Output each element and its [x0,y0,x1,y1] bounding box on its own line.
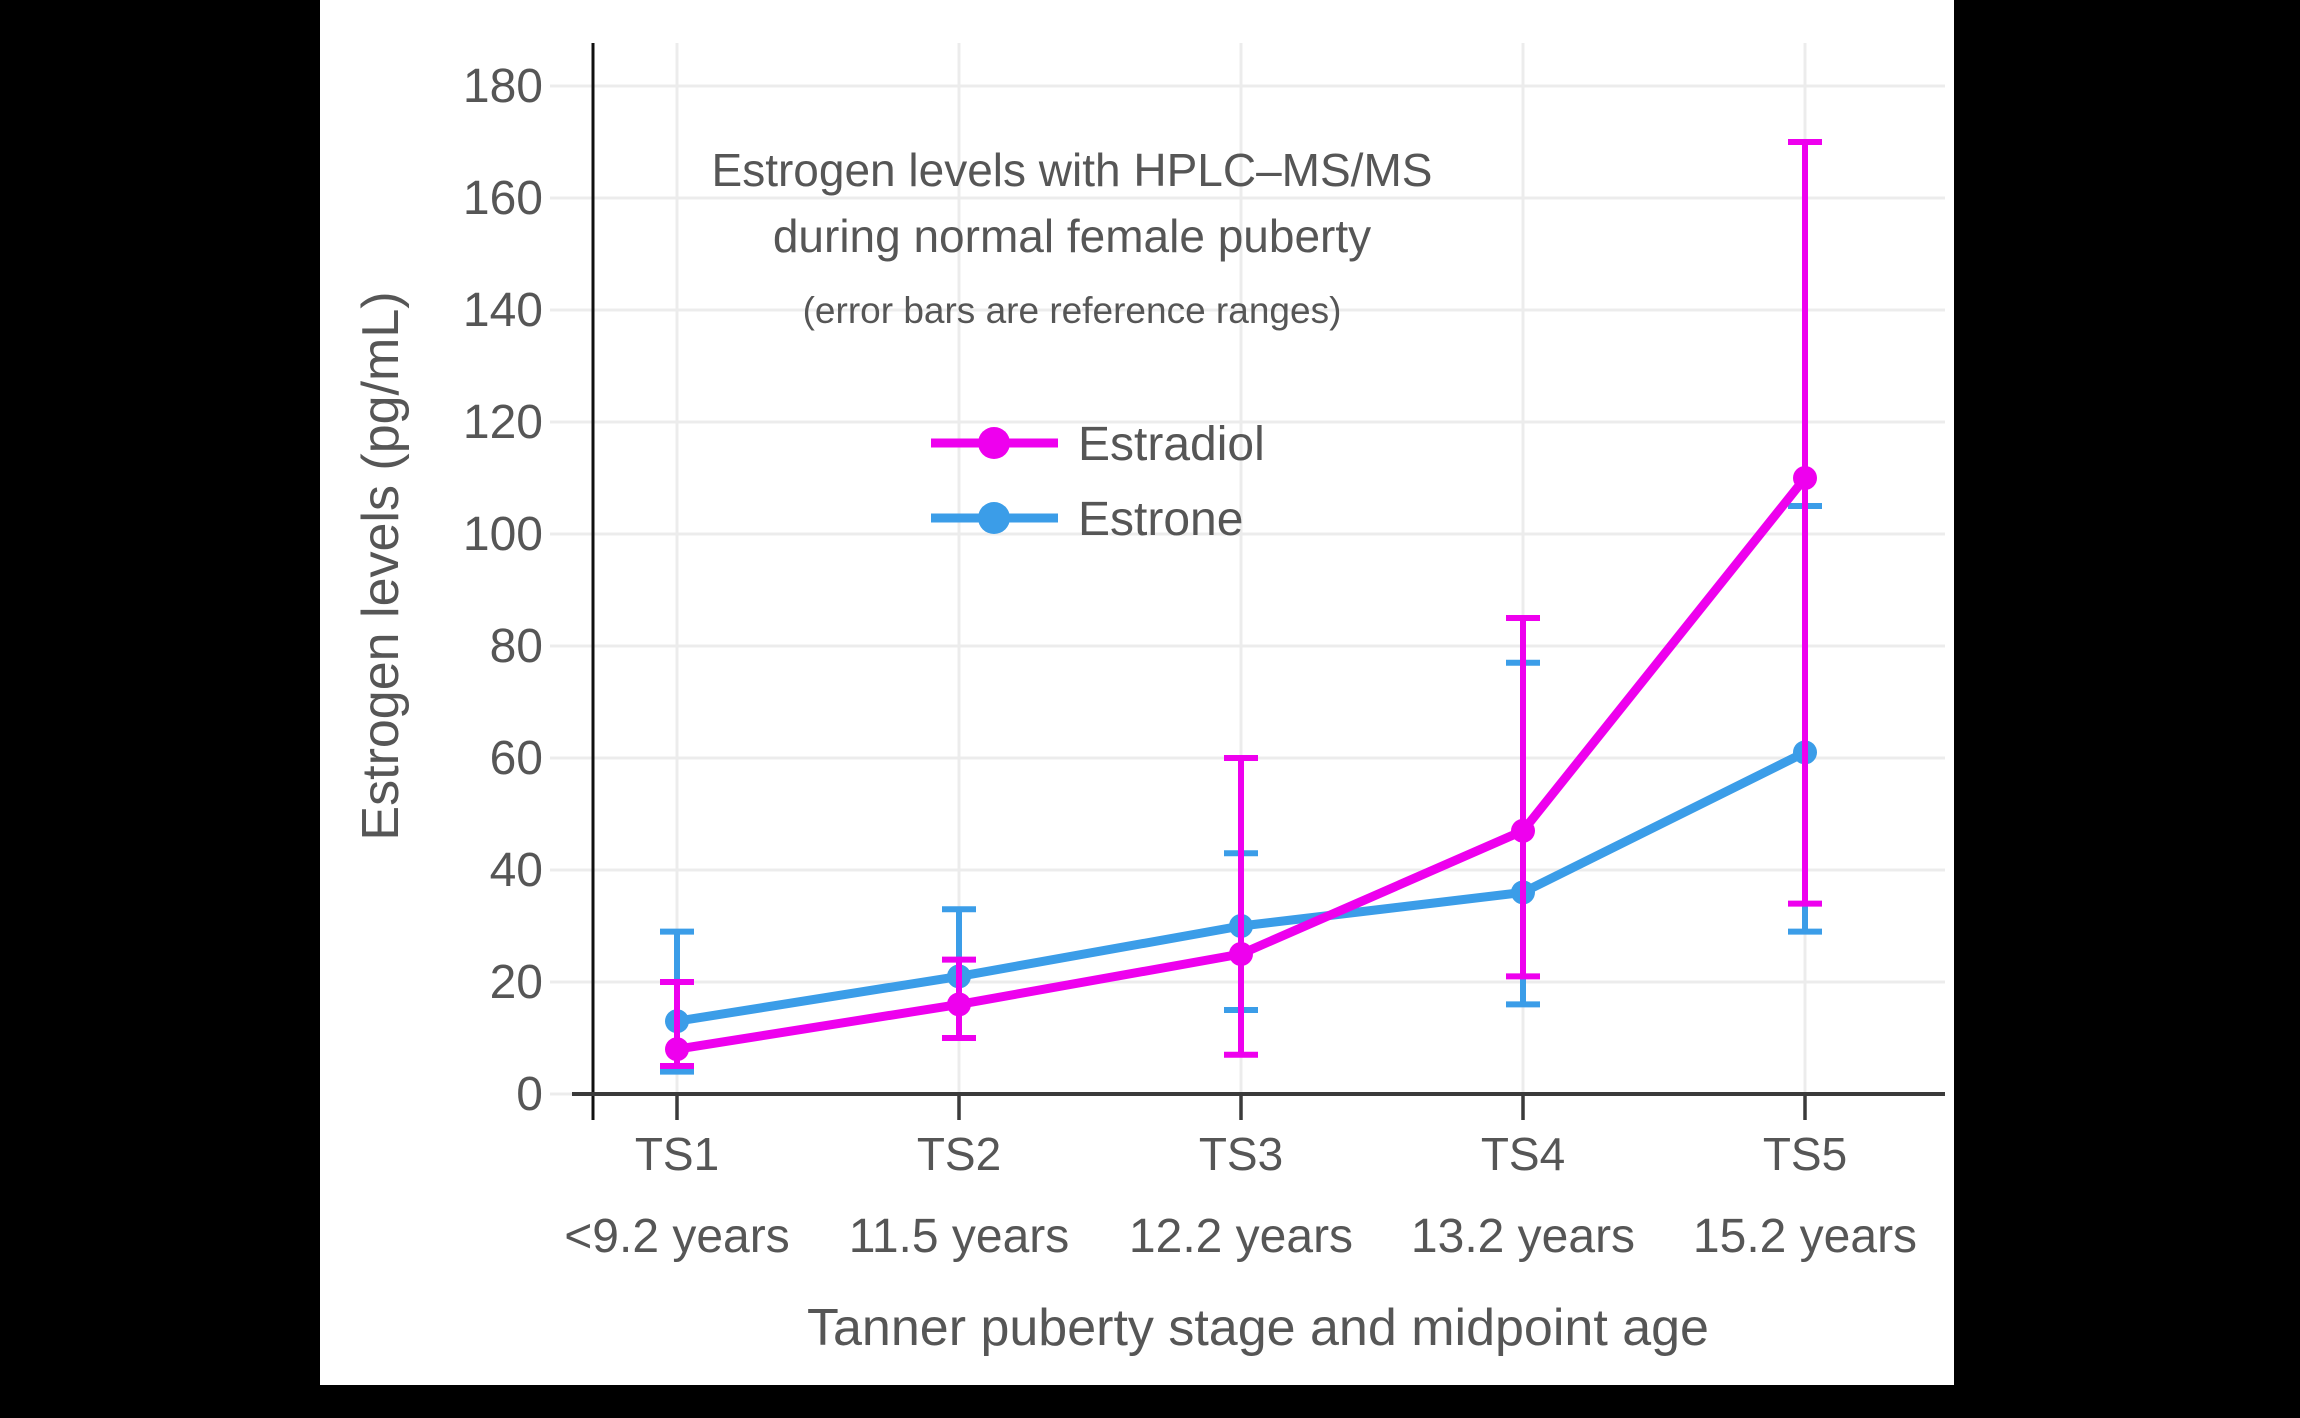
legend-label-estrone: Estrone [1078,493,1243,546]
data-point [1229,942,1253,966]
legend-swatches-layer [931,427,1058,534]
series-estradiol [660,139,1822,1069]
x-age-label: 15.2 years [1693,1210,1917,1263]
data-point [947,992,971,1017]
series-layer [660,139,1822,1075]
x-age-label: 12.2 years [1129,1210,1353,1263]
y-tick-label: 40 [490,844,543,897]
y-tick-label: 160 [463,172,543,225]
x-age-label: 13.2 years [1411,1210,1635,1263]
chart-subtitle: (error bars are reference ranges) [803,290,1342,331]
chart-title-line-1: Estrogen levels with HPLC–MS/MS [712,144,1433,196]
y-tick-labels-layer: 0 20 40 60 80 100 120 140 160 180 [463,60,543,1121]
y-tick-label: 20 [490,956,543,1009]
y-tick-label: 100 [463,508,543,561]
legend-swatch-dot [978,427,1010,459]
y-tick-label: 180 [463,60,543,113]
x-age-label: 11.5 years [849,1210,1070,1263]
x-ticks-layer [675,1096,1807,1120]
chart-panel [320,0,1954,1385]
y-tick-label: 120 [463,396,543,449]
data-point [1511,818,1535,843]
y-tick-label: 140 [463,284,543,337]
data-point [1793,466,1817,490]
x-tick-label: TS3 [1199,1128,1283,1180]
y-axis-title: Estrogen levels (pg/mL) [352,291,410,840]
y-tick-label: 60 [490,732,543,785]
x-tick-label: TS1 [635,1128,719,1180]
x-tick-label: TS2 [917,1128,1001,1180]
x-axis-title: Tanner puberty stage and midpoint age [807,1299,1709,1357]
legend-label-estradiol: Estradiol [1078,418,1265,471]
y-tick-label: 80 [490,620,543,673]
legend-swatch-dot [978,502,1010,534]
x-tick-label: TS4 [1481,1128,1565,1180]
x-tick-labels-layer: TS1 TS2 TS3 TS4 TS5 <9.2 years 11.5 years 12.2 … [564,1128,1917,1263]
chart-title-line-2: during normal female puberty [773,210,1371,262]
x-tick-label: TS5 [1763,1128,1847,1180]
x-age-label: <9.2 years [564,1210,789,1263]
y-tick-label: 0 [516,1068,543,1121]
data-point [665,1037,689,1062]
